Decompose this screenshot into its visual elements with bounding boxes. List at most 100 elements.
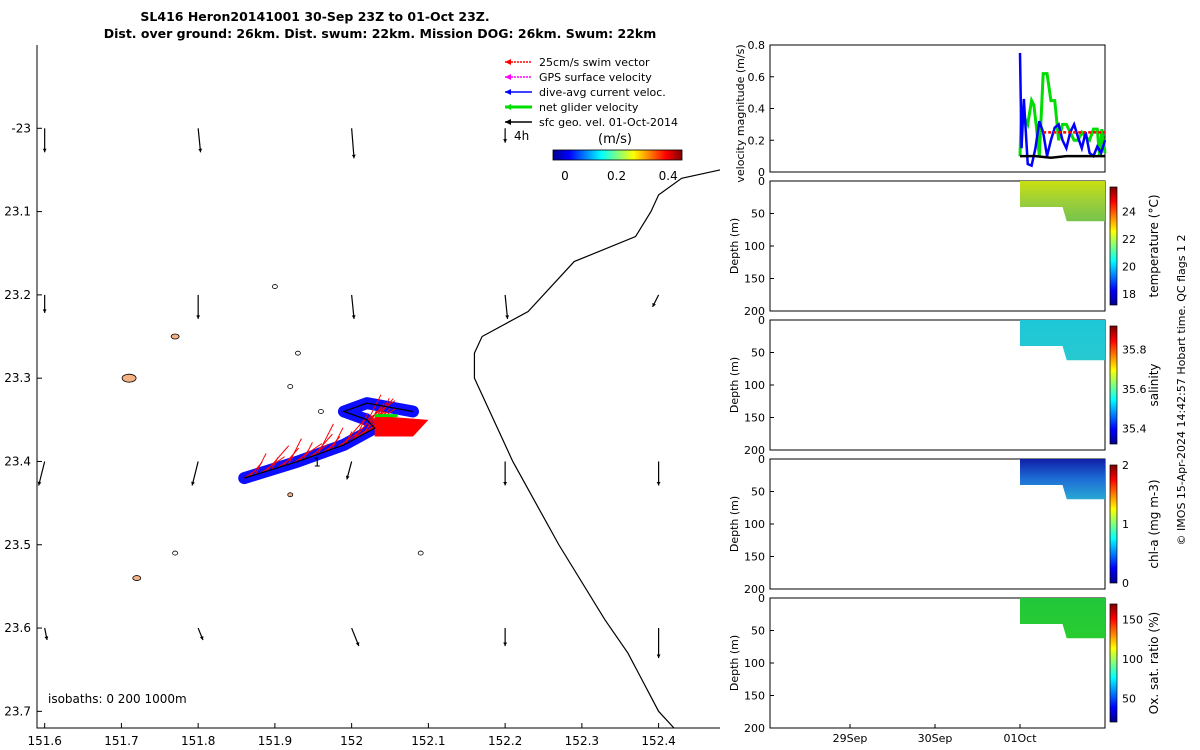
heatmap-panel: 0 50 100 150 200 Depth (m) 0 1 2 chl-a (mg m-3) (728, 453, 1161, 596)
velocity-ylabel: velocity magnitude (m/s) (734, 44, 747, 182)
heatmap-data-patch (1020, 598, 1105, 639)
geo-vector-head (656, 481, 661, 486)
heatmap-panel: 0 50 100 150 200 Depth (m) 50 100 150 Ox. sat. ra… (728, 592, 1161, 735)
heatmap-y-tick-label: 50 (751, 486, 765, 499)
heatmap-panel: 0 50 100 150 200 Depth (m) 35.4 35.6 35.8salinit… (728, 314, 1161, 457)
heatmap-y-tick-label: 0 (758, 314, 765, 327)
geo-vector-head (196, 315, 201, 319)
map-x-tick-label: 152.4 (641, 734, 675, 748)
geo-vector-head (656, 654, 661, 659)
geo-vector-head (42, 148, 47, 153)
map-y-tick-label: 23.5 (4, 538, 31, 552)
velocity-series (1018, 72, 1107, 157)
map-y-tick-label: 23.4 (4, 454, 31, 468)
swim-vector (254, 453, 267, 475)
credit-text: © IMOS 15-Apr-2024 14:42:57 Hobart time.… (1175, 235, 1188, 546)
heatmap-colorbar-tick-label: 1 (1122, 518, 1129, 531)
heatmap-colorbar-tick-label: 18 (1122, 288, 1136, 301)
time-x-tick-label: 30Sep (918, 732, 953, 745)
colorbar-label: (m/s) (598, 132, 632, 147)
heatmap-variable-label: chl-a (mg m-3) (1147, 479, 1161, 568)
swim-vector (336, 430, 362, 448)
reef-island (295, 350, 301, 356)
heatmap-y-tick-label: 150 (744, 412, 765, 425)
time-x-tick-label: 29Sep (833, 732, 868, 745)
heatmap-colorbar-tick-label: 24 (1122, 206, 1136, 219)
map-x-tick-label: 151.9 (258, 734, 292, 748)
reef-island (287, 492, 294, 498)
swim-vector (331, 427, 344, 450)
heatmap-y-tick-label: 100 (744, 518, 765, 531)
velocity-y-tick-label: 0.8 (748, 39, 766, 52)
geo-vector-head (503, 481, 508, 486)
heatmap-y-tick-label: 50 (751, 347, 765, 360)
title-line-2: Dist. over ground: 26km. Dist. swum: 22k… (103, 26, 657, 41)
time-marker: 4h (514, 129, 529, 143)
heatmap-colorbar-tick-label: 0 (1122, 577, 1129, 590)
map-x-tick-label: 152.1 (411, 734, 445, 748)
heatmap-y-tick-label: 100 (744, 240, 765, 253)
heatmap-colorbar-tick-label: 50 (1122, 692, 1136, 705)
heatmap-ylabel: Depth (m) (728, 635, 741, 691)
velocity-y-tick-label: 0.2 (748, 134, 766, 147)
legend-label: GPS surface velocity (539, 71, 652, 84)
geo-vector (351, 294, 355, 319)
heatmap-ylabel: Depth (m) (728, 357, 741, 413)
swim-vector (341, 419, 365, 446)
map-x-tick-label: 151.6 (27, 734, 61, 748)
reef-island (417, 550, 424, 556)
geo-vector-head (503, 139, 508, 143)
heatmap-variable-label: salinity (1147, 363, 1161, 406)
map-x-tick-label: 152.3 (565, 734, 599, 748)
legend-arrowhead (505, 89, 511, 95)
legend-label: 25cm/s swim vector (539, 56, 650, 69)
geo-vector-head (42, 309, 47, 313)
swim-vector (282, 447, 299, 467)
legend-label: net glider velocity (539, 101, 639, 114)
legend-arrowhead (505, 74, 511, 80)
swim-vector (276, 456, 294, 469)
map-y-tick-label: 23.6 (4, 621, 31, 635)
time-x-tick-label: 01Oct (1003, 732, 1037, 745)
legend-arrowhead (505, 119, 511, 125)
heatmap-colorbar (1109, 464, 1118, 584)
heatmap-y-tick-label: 200 (744, 583, 765, 596)
geo-vector (504, 294, 509, 319)
glider-path (244, 402, 414, 479)
geo-vector-head (355, 642, 360, 647)
heatmap-colorbar-tick-label: 35.8 (1122, 344, 1147, 357)
velocity-y-tick-label: 0 (758, 166, 765, 179)
heatmap-y-tick-label: 100 (744, 657, 765, 670)
velocity-y-tick-label: 0.6 (748, 71, 766, 84)
heatmap-colorbar (1109, 325, 1118, 445)
geo-vector-head (44, 636, 49, 641)
legend-arrowhead (505, 59, 511, 65)
map-x-tick-label: 151.7 (104, 734, 138, 748)
heatmap-y-tick-label: 200 (744, 722, 765, 735)
swim-vector (260, 456, 285, 474)
swim-vector (351, 422, 369, 441)
map-y-tick-label: 23.2 (4, 288, 31, 302)
geo-vector-head (652, 302, 656, 307)
heatmap-colorbar-tick-label: 100 (1122, 653, 1143, 666)
colorbar-tick-label: 0 (561, 169, 569, 183)
heatmap-data-patch (1020, 459, 1105, 500)
map-x-tick-label: 152.2 (488, 734, 522, 748)
geo-vector (351, 128, 355, 159)
heatmap-ylabel: Depth (m) (728, 496, 741, 552)
reef-island (121, 373, 137, 383)
heatmap-colorbar-tick-label: 35.6 (1122, 383, 1147, 396)
legend-label: sfc geo. vel. 01-Oct-2014 (539, 116, 678, 129)
swim-vector (368, 403, 385, 422)
swim-vector (345, 431, 353, 445)
reef-island (132, 575, 142, 581)
heatmap-colorbar-tick-label: 2 (1122, 459, 1129, 472)
swim-vector (367, 394, 382, 421)
geo-vector-head (191, 481, 195, 486)
heatmap-colorbar (1109, 186, 1118, 306)
heatmap-y-tick-label: 50 (751, 208, 765, 221)
heatmap-colorbar-tick-label: 35.4 (1122, 422, 1147, 435)
heatmap-y-tick-label: 0 (758, 453, 765, 466)
